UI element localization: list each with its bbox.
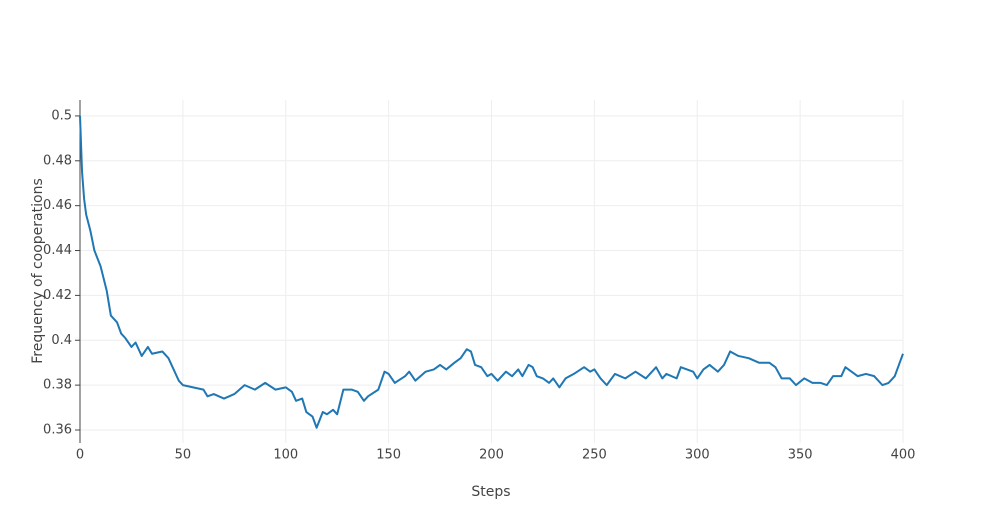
y-tick-label: 0.44 (43, 243, 72, 258)
x-tick-label: 200 (479, 448, 504, 463)
x-tick-label: 50 (175, 448, 192, 463)
x-tick-label: 300 (685, 448, 710, 463)
y-tick-label: 0.42 (43, 288, 72, 303)
y-tick-label: 0.38 (43, 378, 72, 393)
y-axis-title: Frequency of cooperations (30, 178, 46, 364)
x-tick-label: 400 (891, 448, 916, 463)
x-tick-label: 250 (582, 448, 607, 463)
x-tick-label: 100 (273, 448, 298, 463)
y-tick-label: 0.5 (51, 108, 72, 123)
y-tick-label: 0.46 (43, 198, 72, 213)
x-tick-label: 0 (76, 448, 84, 463)
x-axis-title: Steps (471, 484, 510, 500)
y-tick-label: 0.4 (51, 333, 72, 348)
y-tick-label: 0.36 (43, 422, 72, 437)
x-tick-label: 350 (788, 448, 813, 463)
x-tick-label: 150 (376, 448, 401, 463)
y-tick-label: 0.48 (43, 153, 72, 168)
line-series (79, 115, 904, 429)
